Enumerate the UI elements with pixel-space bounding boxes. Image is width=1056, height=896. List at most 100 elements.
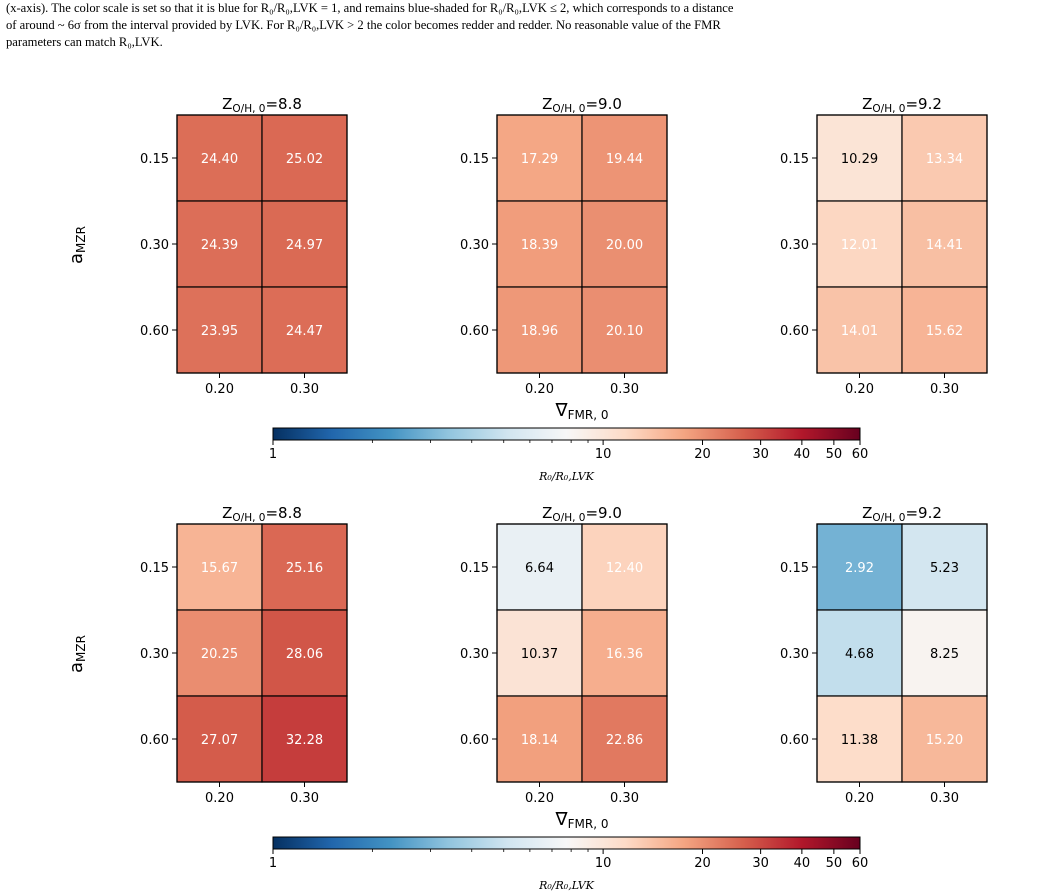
cell-value-label: 24.40	[201, 152, 238, 167]
subplot-title: ZO/H, 0=9.2	[862, 504, 942, 524]
cell-value-label: 12.01	[841, 238, 878, 253]
heatmap-cell	[496, 523, 583, 611]
subplot-title-base: Z	[862, 504, 872, 522]
subplot-title-value: =9.2	[905, 95, 941, 113]
figure-caption: (x-axis). The color scale is set so that…	[6, 0, 1050, 51]
cell-value-label: 6.64	[525, 561, 554, 576]
colorbar-tick-label: 60	[852, 447, 869, 462]
colorbar-tick-label: 50	[826, 856, 843, 871]
colorbar: 1 10 20 30 40 50 60 R₀/R₀,LVK	[269, 836, 869, 892]
heatmap-cell	[176, 523, 263, 611]
cell-value-label: 16.36	[606, 647, 643, 662]
x-tick-label: 0.30	[930, 791, 959, 806]
cell-value-label: 25.02	[286, 152, 323, 167]
cell-value-label: 24.97	[286, 238, 323, 253]
subplot-title-value: =8.8	[265, 504, 301, 522]
cell-value-label: 10.29	[841, 152, 878, 167]
cell-value-label: 20.25	[201, 647, 238, 662]
x-axis-label-base: ∇	[555, 809, 569, 830]
cell-value-label: 5.23	[930, 561, 959, 576]
x-axis-label: ∇FMR, 0	[555, 400, 609, 422]
cell-value-label: 10.37	[521, 647, 558, 662]
y-tick-label: 0.60	[460, 324, 489, 339]
heatmap-cell	[261, 200, 348, 288]
cell-value-label: 32.28	[286, 733, 323, 748]
subplot-title-base: Z	[542, 95, 552, 113]
caption-line: parameters can match R₀,LVK.	[6, 35, 163, 49]
colorbar-tick-label: 30	[752, 447, 769, 462]
heatmap-cell	[581, 200, 668, 288]
heatmap-cell	[901, 114, 988, 202]
heatmap-cell	[901, 609, 988, 697]
heatmap-subplot: ZO/H, 0=9.0 6.64 12.40 10.37 16.36 18.14 22.86…	[460, 504, 668, 806]
subplot-title-sub: O/H, 0	[232, 103, 265, 115]
x-axis-label: ∇FMR, 0	[555, 809, 609, 831]
cell-value-label: 23.95	[201, 324, 238, 339]
heatmap-cell	[261, 523, 348, 611]
subplot-title-base: Z	[542, 504, 552, 522]
subplot-title-sub: O/H, 0	[872, 103, 905, 115]
heatmap-cell	[261, 609, 348, 697]
cell-value-label: 13.34	[926, 152, 963, 167]
cell-value-label: 19.44	[606, 152, 643, 167]
cell-value-label: 8.25	[930, 647, 959, 662]
colorbar-label: R₀/R₀,LVK	[538, 879, 595, 892]
colorbar-tick-label: 1	[269, 447, 277, 462]
colorbar-tick-label: 10	[595, 447, 612, 462]
x-axis-label-sub: FMR, 0	[568, 817, 609, 831]
y-tick-label: 0.30	[780, 238, 809, 253]
x-tick-label: 0.30	[610, 791, 639, 806]
subplot-title-base: Z	[862, 95, 872, 113]
x-tick-label: 0.30	[610, 382, 639, 397]
cell-value-label: 18.39	[521, 238, 558, 253]
colorbar-tick-label: 40	[794, 856, 811, 871]
y-tick-label: 0.15	[460, 561, 489, 576]
cell-value-label: 2.92	[845, 561, 874, 576]
heatmap-cell	[581, 286, 668, 374]
y-tick-label: 0.15	[140, 561, 169, 576]
subplot-title-sub: O/H, 0	[872, 512, 905, 524]
colorbar-tick-label: 40	[794, 447, 811, 462]
colorbar-gradient	[272, 427, 861, 441]
cell-value-label: 28.06	[286, 647, 323, 662]
y-axis-label: aMZR	[66, 635, 88, 673]
subplot-title: ZO/H, 0=9.0	[542, 95, 622, 115]
subplot-title-sub: O/H, 0	[552, 103, 585, 115]
subplot-title: ZO/H, 0=9.0	[542, 504, 622, 524]
y-tick-label: 0.60	[780, 324, 809, 339]
y-tick-label: 0.15	[780, 152, 809, 167]
x-tick-label: 0.20	[845, 382, 874, 397]
cell-value-label: 24.39	[201, 238, 238, 253]
x-axis-label-sub: FMR, 0	[568, 408, 609, 422]
cell-value-label: 15.62	[926, 324, 963, 339]
y-tick-label: 0.15	[780, 561, 809, 576]
cell-value-label: 15.67	[201, 561, 238, 576]
subplot-title: ZO/H, 0=8.8	[222, 504, 302, 524]
heatmap-subplot: ZO/H, 0=8.8 15.67 25.16 20.25 28.06 27.07 32.2…	[140, 504, 348, 806]
y-axis-label-sub: MZR	[74, 226, 88, 253]
x-tick-label: 0.20	[205, 382, 234, 397]
cell-value-label: 20.10	[606, 324, 643, 339]
colorbar-tick-label: 50	[826, 447, 843, 462]
colorbar-tick-label: 20	[694, 447, 711, 462]
y-tick-label: 0.30	[460, 238, 489, 253]
cell-value-label: 18.96	[521, 324, 558, 339]
colorbar: 1 10 20 30 40 50 60 R₀/R₀,LVK	[269, 427, 869, 483]
cell-value-label: 17.29	[521, 152, 558, 167]
heatmap-cell	[581, 695, 668, 783]
heatmap-cell	[816, 114, 903, 202]
x-axis-label-base: ∇	[555, 400, 569, 421]
colorbar-tick-label: 1	[269, 856, 277, 871]
caption-line: of around ~ 6σ from the interval provide…	[6, 18, 721, 32]
heatmap-cell	[261, 286, 348, 374]
heatmap-cell	[816, 286, 903, 374]
heatmap-cell	[816, 609, 903, 697]
colorbar-tick-label: 10	[595, 856, 612, 871]
y-tick-label: 0.15	[460, 152, 489, 167]
cell-value-label: 14.41	[926, 238, 963, 253]
x-tick-label: 0.30	[290, 382, 319, 397]
colorbar-tick-label: 60	[852, 856, 869, 871]
x-tick-label: 0.20	[525, 791, 554, 806]
cell-value-label: 11.38	[841, 733, 878, 748]
